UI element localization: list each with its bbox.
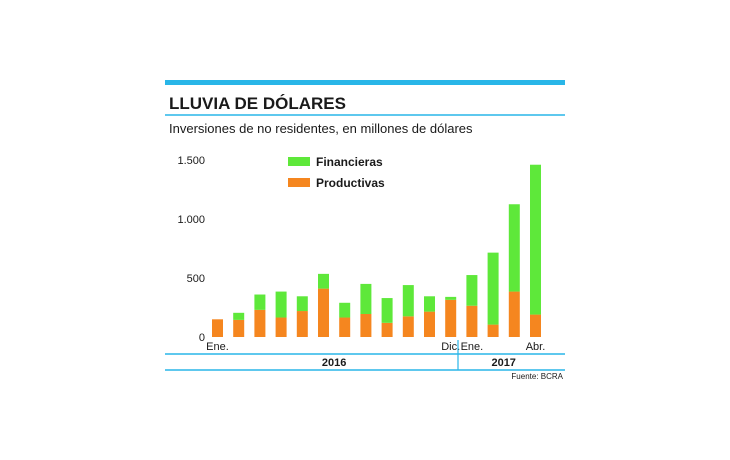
bar-productivas-2016-01 (212, 319, 223, 337)
bar-financieras-2016-10 (402, 285, 414, 317)
bar-productivas-2016-12 (445, 299, 457, 337)
bar-financieras-2016-06 (318, 273, 329, 289)
top-accent-bar (165, 80, 565, 85)
bars (212, 164, 541, 337)
bar-productivas-2016-06 (318, 288, 329, 337)
bar-productivas-2017-02 (487, 324, 499, 337)
y-tick-label: 500 (187, 273, 205, 285)
bar-productivas-2017-01 (466, 305, 478, 337)
bar-financieras-2016-05 (296, 296, 308, 312)
x-tick-label: Ene. (461, 341, 484, 353)
source-note: Fuente: BCRA (511, 372, 563, 381)
bar-productivas-2016-03 (254, 309, 266, 337)
legend-label-productivas: Productivas (316, 176, 385, 190)
year-label: 2016 (322, 357, 346, 369)
bar-productivas-2016-08 (360, 313, 372, 337)
x-tick-label: Dic. (441, 341, 460, 353)
bar-financieras-2016-11 (424, 296, 435, 312)
bar-financieras-2016-09 (381, 298, 393, 323)
bar-financieras-2016-07 (339, 302, 351, 318)
bar-financieras-2017-01 (466, 275, 478, 306)
bar-financieras-2016-12 (445, 296, 457, 300)
chart-title: LLUVIA DE DÓLARES (169, 94, 346, 113)
x-axis: Ene. Dic. Ene. Abr. (206, 341, 545, 353)
bar-financieras-2017-04 (530, 164, 541, 315)
x-tick-label: Abr. (526, 341, 546, 353)
bar-financieras-2016-04 (275, 291, 287, 318)
legend-swatch-productivas (288, 178, 310, 187)
bar-financieras-2016-03 (254, 294, 266, 310)
bar-productivas-2016-02 (233, 319, 245, 337)
bar-productivas-2016-11 (424, 311, 435, 337)
bar-productivas-2016-04 (275, 317, 287, 337)
legend: Financieras Productivas (288, 155, 385, 190)
bar-financieras-2017-02 (487, 252, 499, 325)
x-tick-label: Ene. (206, 341, 229, 353)
y-tick-label: 1.000 (177, 214, 205, 226)
bar-productivas-2017-04 (530, 314, 541, 337)
bar-productivas-2016-05 (296, 311, 308, 337)
legend-swatch-financieras (288, 157, 310, 166)
bar-financieras-2017-03 (508, 204, 520, 292)
y-tick-label: 1.500 (177, 155, 205, 167)
bar-financieras-2016-08 (360, 283, 372, 314)
y-axis: 1.500 1.000 500 0 (177, 155, 205, 344)
bar-productivas-2016-09 (381, 322, 393, 337)
legend-label-financieras: Financieras (316, 155, 383, 169)
y-tick-label: 0 (199, 332, 205, 344)
bar-financieras-2016-02 (233, 312, 245, 320)
bar-productivas-2017-03 (508, 291, 520, 337)
bar-productivas-2016-10 (402, 316, 414, 337)
year-label: 2017 (491, 357, 515, 369)
year-labels: 2016 2017 (322, 357, 516, 369)
chart-subtitle: Inversiones de no residentes, en millone… (169, 121, 473, 136)
bar-productivas-2016-07 (339, 317, 351, 337)
